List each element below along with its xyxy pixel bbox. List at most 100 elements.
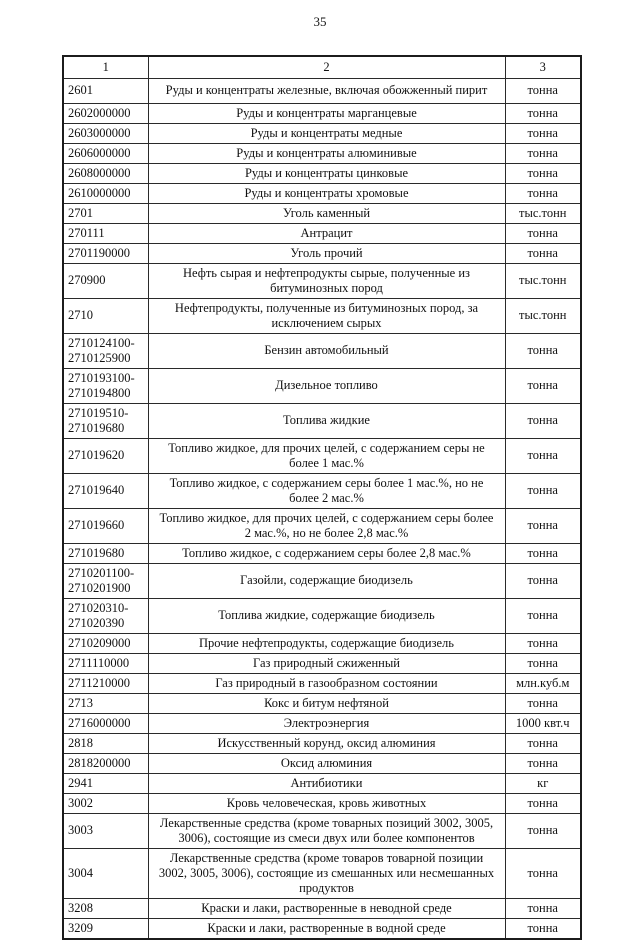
name-cell: Топливо жидкое, с содержанием серы более… xyxy=(147,472,506,509)
unit-cell: тонна xyxy=(504,917,582,939)
table-row: 3208 Краски и лаки, растворенные в неводн… xyxy=(62,897,582,919)
unit-cell: тонна xyxy=(504,367,582,404)
name-cell: Руды и концентраты цинковые xyxy=(147,162,506,184)
column-header-name: 2 xyxy=(147,55,506,79)
table-row: 2710193100-2710194800 Дизельное топливо то… xyxy=(62,367,582,404)
table-row: 2608000000 Руды и концентраты цинковые тон… xyxy=(62,162,582,184)
code-cell: 2710193100-2710194800 xyxy=(62,367,149,404)
table-row: 2710 Нефтепродукты, полученные из битумин… xyxy=(62,297,582,334)
table-row: 2711210000 Газ природный в газообразном с… xyxy=(62,672,582,694)
name-cell: Оксид алюминия xyxy=(147,752,506,774)
table-row: 270900 Нефть сырая и нефтепродукты сырые,… xyxy=(62,262,582,299)
unit-cell: тонна xyxy=(504,142,582,164)
table-row: 2710209000 Прочие нефтепродукты, содержащ… xyxy=(62,632,582,654)
name-cell: Кровь человеческая, кровь животных xyxy=(147,792,506,814)
name-cell: Антрацит xyxy=(147,222,506,244)
code-cell: 2710 xyxy=(62,297,149,334)
name-cell: Руды и концентраты марганцевые xyxy=(147,102,506,124)
code-cell: 271019660 xyxy=(62,507,149,544)
name-cell: Руды и концентраты хромовые xyxy=(147,182,506,204)
table-row: 271019660 Топливо жидкое, для прочих целе… xyxy=(62,507,582,544)
code-cell: 2941 xyxy=(62,772,149,794)
code-cell: 2818 xyxy=(62,732,149,754)
header-row: 1 2 3 xyxy=(62,55,582,79)
code-cell: 2610000000 xyxy=(62,182,149,204)
unit-cell: тонна xyxy=(504,542,582,564)
table-row: 2711110000 Газ природный сжиженный тонна xyxy=(62,652,582,674)
table-row: 3003 Лекарственные средства (кроме товарн… xyxy=(62,812,582,849)
code-cell: 270111 xyxy=(62,222,149,244)
code-cell: 271019510-271019680 xyxy=(62,402,149,439)
column-header-code: 1 xyxy=(62,55,149,79)
name-cell: Лекарственные средства (кроме товарных п… xyxy=(147,812,506,849)
code-cell: 2716000000 xyxy=(62,712,149,734)
document-page: { "page": { "number": "35" }, "table": {… xyxy=(62,14,582,940)
name-cell: Руды и концентраты медные xyxy=(147,122,506,144)
table-row: 271019680 Топливо жидкое, с содержанием с… xyxy=(62,542,582,564)
name-cell: Кокс и битум нефтяной xyxy=(147,692,506,714)
code-cell: 2711110000 xyxy=(62,652,149,674)
table-row: 2701190000 Уголь прочий тонна xyxy=(62,242,582,264)
name-cell: Антибиотики xyxy=(147,772,506,794)
unit-cell: тонна xyxy=(504,632,582,654)
name-cell: Дизельное топливо xyxy=(147,367,506,404)
unit-cell: тонна xyxy=(504,847,582,899)
table-row: 271019620 Топливо жидкое, для прочих целе… xyxy=(62,437,582,474)
name-cell: Топливо жидкое, с содержанием серы более… xyxy=(147,542,506,564)
name-cell: Газ природный сжиженный xyxy=(147,652,506,674)
name-cell: Бензин автомобильный xyxy=(147,332,506,369)
code-cell: 271020310-271020390 xyxy=(62,597,149,634)
unit-cell: тонна xyxy=(504,162,582,184)
unit-cell: тыс.тонн xyxy=(504,262,582,299)
table-row: 271019510-271019680 Топлива жидкие тонна xyxy=(62,402,582,439)
name-cell: Краски и лаки, растворенные в водной сре… xyxy=(147,917,506,939)
unit-cell: тонна xyxy=(504,102,582,124)
table-row: 2716000000 Электроэнергия 1000 квт.ч xyxy=(62,712,582,734)
code-cell: 3002 xyxy=(62,792,149,814)
code-cell: 2818200000 xyxy=(62,752,149,774)
page-number: 35 xyxy=(313,14,327,29)
unit-cell: тонна xyxy=(504,792,582,814)
goods-table-body: 2601 Руды и концентраты железные, включая… xyxy=(62,77,582,939)
table-row: 2818200000 Оксид алюминия тонна xyxy=(62,752,582,774)
unit-cell: тонна xyxy=(504,332,582,369)
code-cell: 271019620 xyxy=(62,437,149,474)
unit-cell: тыс.тонн xyxy=(504,297,582,334)
unit-cell: тонна xyxy=(504,472,582,509)
goods-table: 1 2 3 2601 Руды и концентраты железные, в… xyxy=(62,55,582,940)
unit-cell: тонна xyxy=(504,77,582,104)
code-cell: 2601 xyxy=(62,77,149,104)
table-row: 2713 Кокс и битум нефтяной тонна xyxy=(62,692,582,714)
unit-cell: тонна xyxy=(504,562,582,599)
unit-cell: тонна xyxy=(504,897,582,919)
code-cell: 2711210000 xyxy=(62,672,149,694)
table-row: 3209 Краски и лаки, растворенные в водной… xyxy=(62,917,582,939)
code-cell: 2602000000 xyxy=(62,102,149,124)
table-row: 2710124100-2710125900 Бензин автомобильны… xyxy=(62,332,582,369)
unit-cell: 1000 квт.ч xyxy=(504,712,582,734)
name-cell: Краски и лаки, растворенные в неводной с… xyxy=(147,897,506,919)
unit-cell: тонна xyxy=(504,242,582,264)
name-cell: Руды и концентраты железные, включая обо… xyxy=(147,77,506,104)
code-cell: 3208 xyxy=(62,897,149,919)
unit-cell: тонна xyxy=(504,402,582,439)
unit-cell: тонна xyxy=(504,597,582,634)
name-cell: Газойли, содержащие биодизель xyxy=(147,562,506,599)
code-cell: 2701190000 xyxy=(62,242,149,264)
name-cell: Топлива жидкие, содержащие биодизель xyxy=(147,597,506,634)
code-cell: 271019680 xyxy=(62,542,149,564)
table-row: 2818 Искусственный корунд, оксид алюминия… xyxy=(62,732,582,754)
name-cell: Лекарственные средства (кроме товаров то… xyxy=(147,847,506,899)
name-cell: Топливо жидкое, для прочих целей, с соде… xyxy=(147,507,506,544)
column-header-unit: 3 xyxy=(504,55,582,79)
code-cell: 270900 xyxy=(62,262,149,299)
name-cell: Электроэнергия xyxy=(147,712,506,734)
table-row: 3004 Лекарственные средства (кроме товаро… xyxy=(62,847,582,899)
table-row: 2601 Руды и концентраты железные, включая… xyxy=(62,77,582,104)
unit-cell: тонна xyxy=(504,752,582,774)
table-row: 2610000000 Руды и концентраты хромовые тон… xyxy=(62,182,582,204)
code-cell: 2713 xyxy=(62,692,149,714)
unit-cell: кг xyxy=(504,772,582,794)
code-cell: 2710209000 xyxy=(62,632,149,654)
table-row: 2701 Уголь каменный тыс.тонн xyxy=(62,202,582,224)
